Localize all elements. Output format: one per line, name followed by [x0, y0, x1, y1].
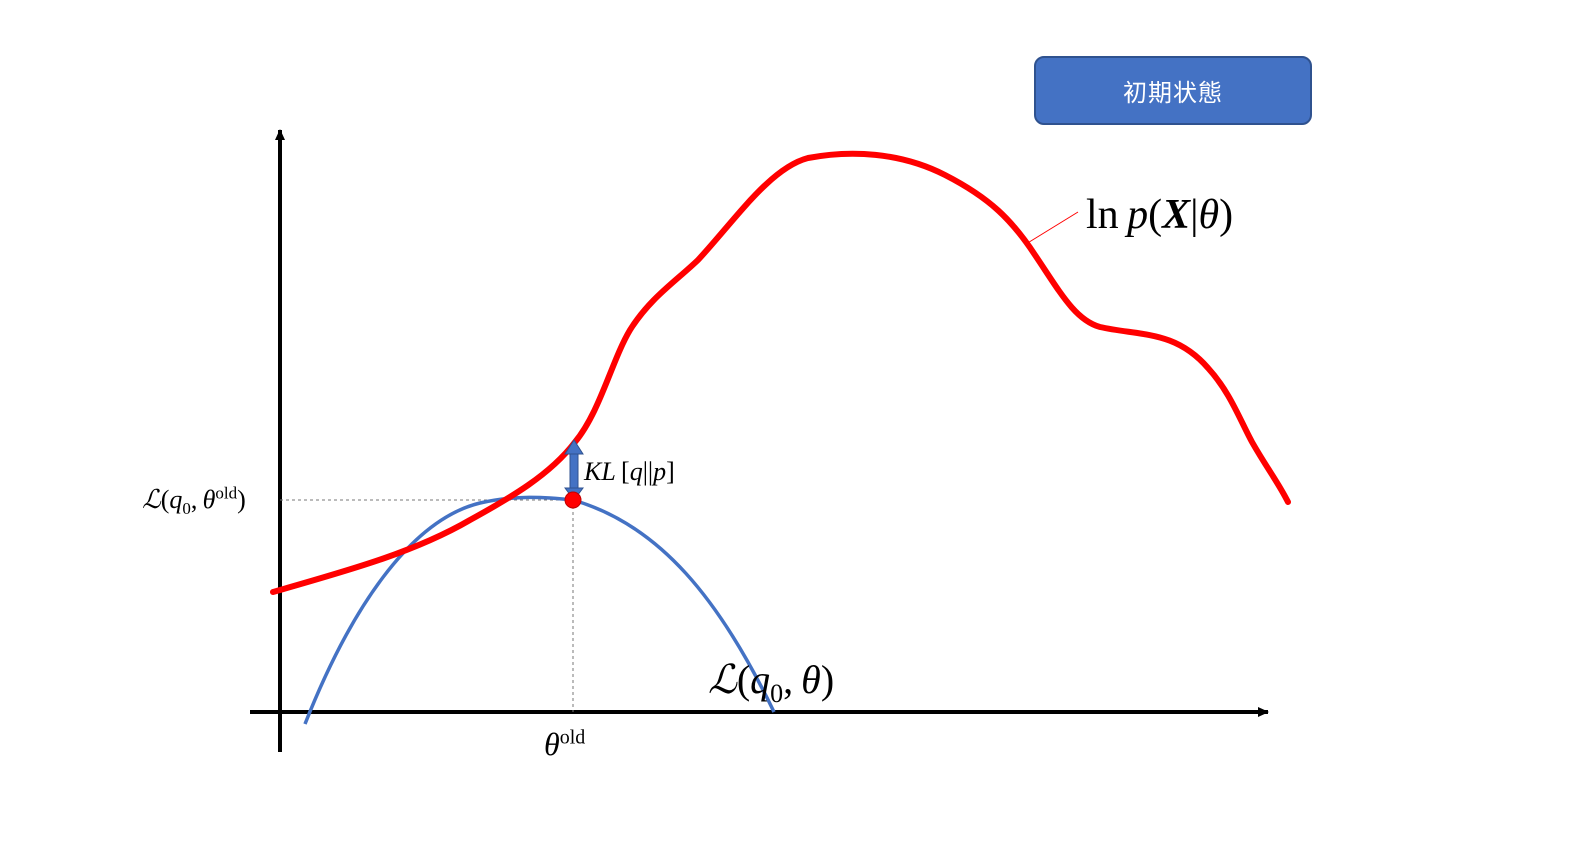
q-subscript: 0	[182, 499, 191, 519]
old-superscript: old	[559, 726, 586, 749]
kl-p-symbol: p	[653, 457, 667, 486]
lower-bound-curve	[303, 495, 776, 725]
theta-symbol: θ	[544, 726, 560, 762]
theta-symbol: θ	[202, 485, 216, 514]
theta-old-point	[564, 491, 582, 509]
x-tick-label: θold	[544, 724, 585, 764]
log-likelihood-label: ln p(X|θ)	[1086, 192, 1234, 238]
theta-symbol: θ	[801, 657, 821, 702]
kl-label: KL [q||p]	[584, 457, 675, 486]
ln-text: ln	[1086, 192, 1119, 238]
kl-q-symbol: q	[629, 457, 643, 486]
q-subscript: 0	[770, 679, 784, 708]
script-l-symbol: ℒ	[142, 485, 161, 515]
q-symbol: q	[750, 657, 771, 702]
kl-gap-arrow	[564, 439, 584, 501]
q-symbol: q	[169, 485, 183, 514]
p-symbol: p	[1127, 192, 1149, 238]
lower-bound-label: ℒ(q0, θ)	[708, 657, 835, 708]
kl-symbol: KL	[584, 457, 616, 486]
theta-symbol: θ	[1198, 192, 1220, 238]
log-likelihood-callout-line	[1025, 211, 1079, 245]
log-likelihood-curve	[270, 150, 1291, 595]
y-tick-label: ℒ(q0, θold)	[142, 483, 246, 519]
initial-state-badge: 初期状態	[1034, 56, 1312, 125]
x-symbol: X	[1162, 192, 1191, 238]
script-l-symbol: ℒ	[708, 657, 737, 703]
old-superscript: old	[215, 483, 238, 503]
